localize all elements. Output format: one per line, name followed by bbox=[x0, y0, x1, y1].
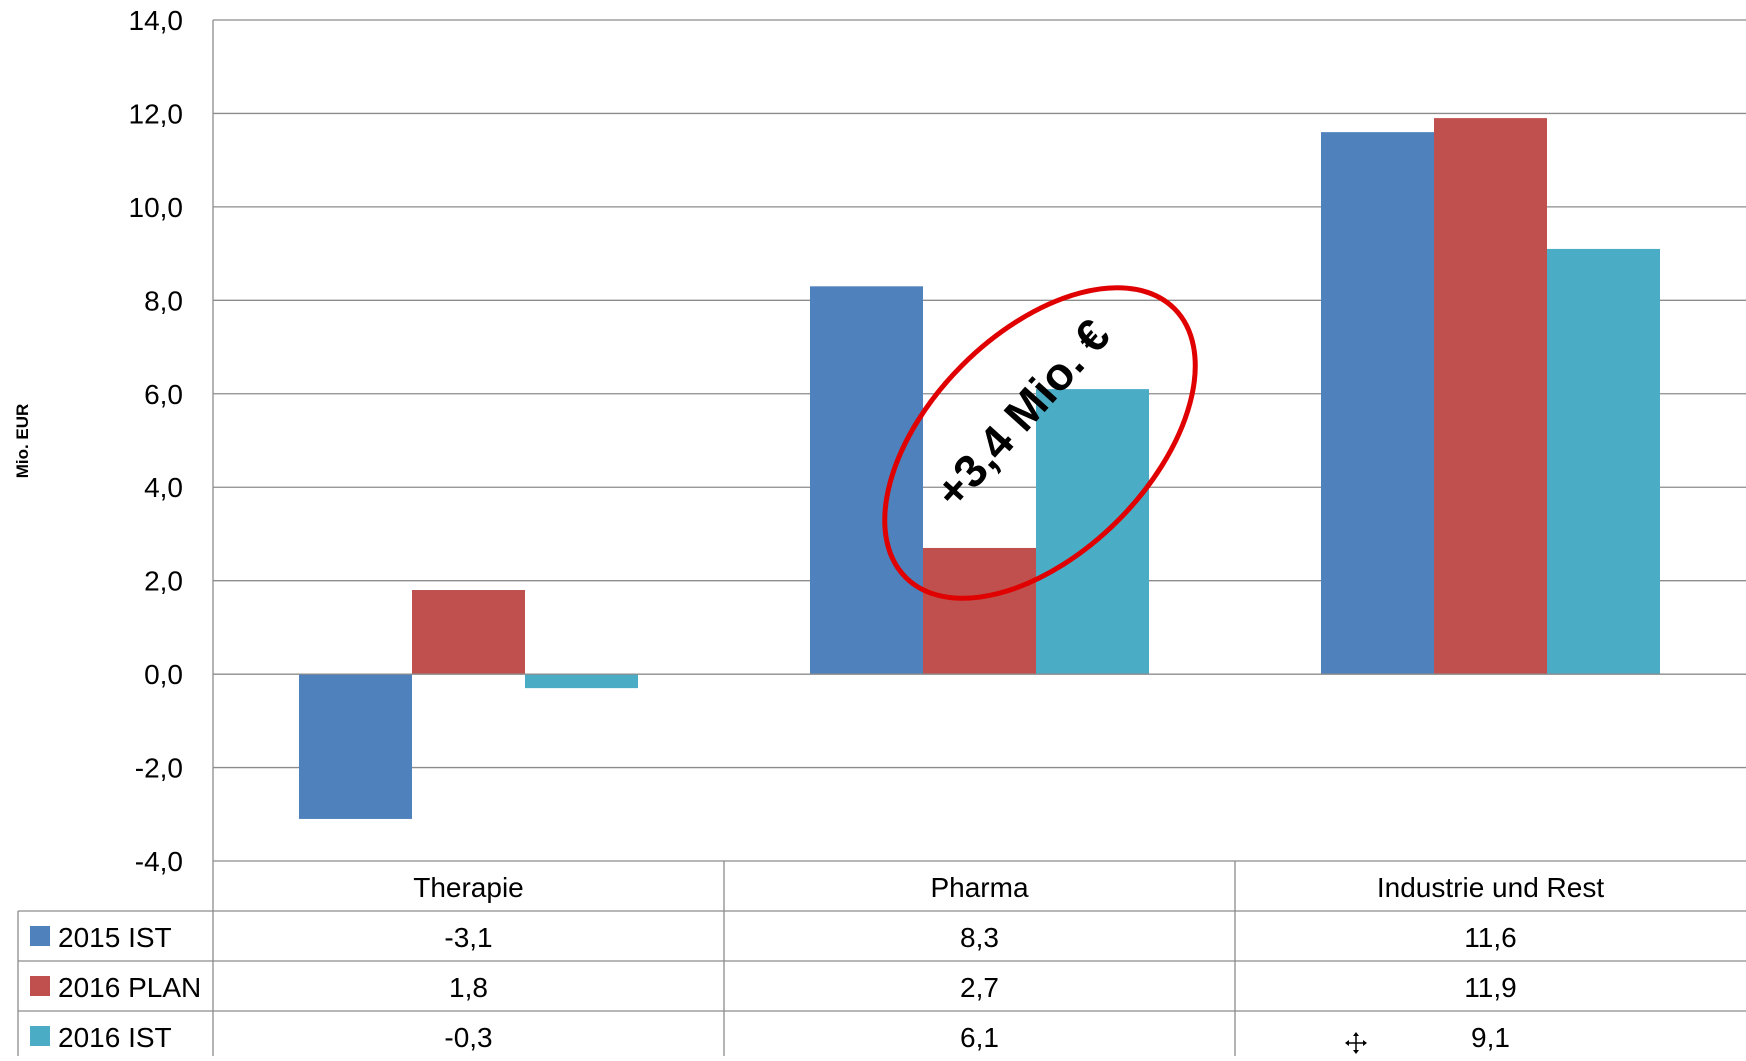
bar bbox=[299, 674, 412, 819]
y-tick-label: -2,0 bbox=[135, 753, 183, 784]
legend-swatch bbox=[30, 1026, 50, 1046]
bar bbox=[1321, 132, 1434, 675]
bar bbox=[1036, 389, 1149, 675]
axes bbox=[212, 20, 1746, 861]
data-label: 11,6 bbox=[1464, 922, 1516, 953]
data-label: 11,9 bbox=[1464, 972, 1516, 1003]
y-tick-label: 8,0 bbox=[144, 285, 183, 316]
legend-swatch bbox=[30, 926, 50, 946]
y-tick-labels: 14,0 12,0 10,0 8,0 6,0 4,0 2,0 0,0 -2,0 -4,0 bbox=[129, 5, 184, 877]
category-label: Industrie und Rest bbox=[1377, 872, 1604, 903]
data-label: -0,3 bbox=[444, 1022, 492, 1053]
data-label: 6,1 bbox=[960, 1022, 999, 1053]
y-tick-label: 6,0 bbox=[144, 379, 183, 410]
bar bbox=[923, 547, 1036, 675]
bar bbox=[810, 286, 923, 675]
legend-label: 2016 IST bbox=[58, 1022, 172, 1053]
move-cursor-icon bbox=[1345, 1032, 1367, 1054]
y-axis-label: Mio. EUR bbox=[13, 404, 32, 479]
bar bbox=[1547, 248, 1660, 675]
data-table: Therapie Pharma Industrie und Rest 2015 IST… bbox=[17, 860, 1746, 1056]
bar bbox=[412, 590, 525, 675]
category-label: Therapie bbox=[413, 872, 524, 903]
bars bbox=[299, 118, 1660, 819]
legend-label: 2015 IST bbox=[58, 922, 172, 953]
data-label: 1,8 bbox=[449, 972, 488, 1003]
y-tick-label: 14,0 bbox=[129, 5, 184, 36]
bar bbox=[525, 674, 638, 689]
bar bbox=[1434, 118, 1547, 675]
category-label: Pharma bbox=[930, 872, 1028, 903]
data-label: 2,7 bbox=[960, 972, 999, 1003]
legend-label: 2016 PLAN bbox=[58, 972, 201, 1003]
data-label: 9,1 bbox=[1471, 1022, 1510, 1053]
y-tick-label: 12,0 bbox=[129, 98, 184, 129]
y-tick-label: -4,0 bbox=[135, 846, 183, 877]
data-label: 8,3 bbox=[960, 922, 999, 953]
data-label: -3,1 bbox=[444, 922, 492, 953]
y-tick-label: 0,0 bbox=[144, 659, 183, 690]
annotation-ellipse bbox=[882, 285, 1198, 601]
y-tick-label: 4,0 bbox=[144, 472, 183, 503]
legend-swatch bbox=[30, 976, 50, 996]
y-tick-label: 10,0 bbox=[129, 192, 184, 223]
y-tick-label: 2,0 bbox=[144, 566, 183, 597]
